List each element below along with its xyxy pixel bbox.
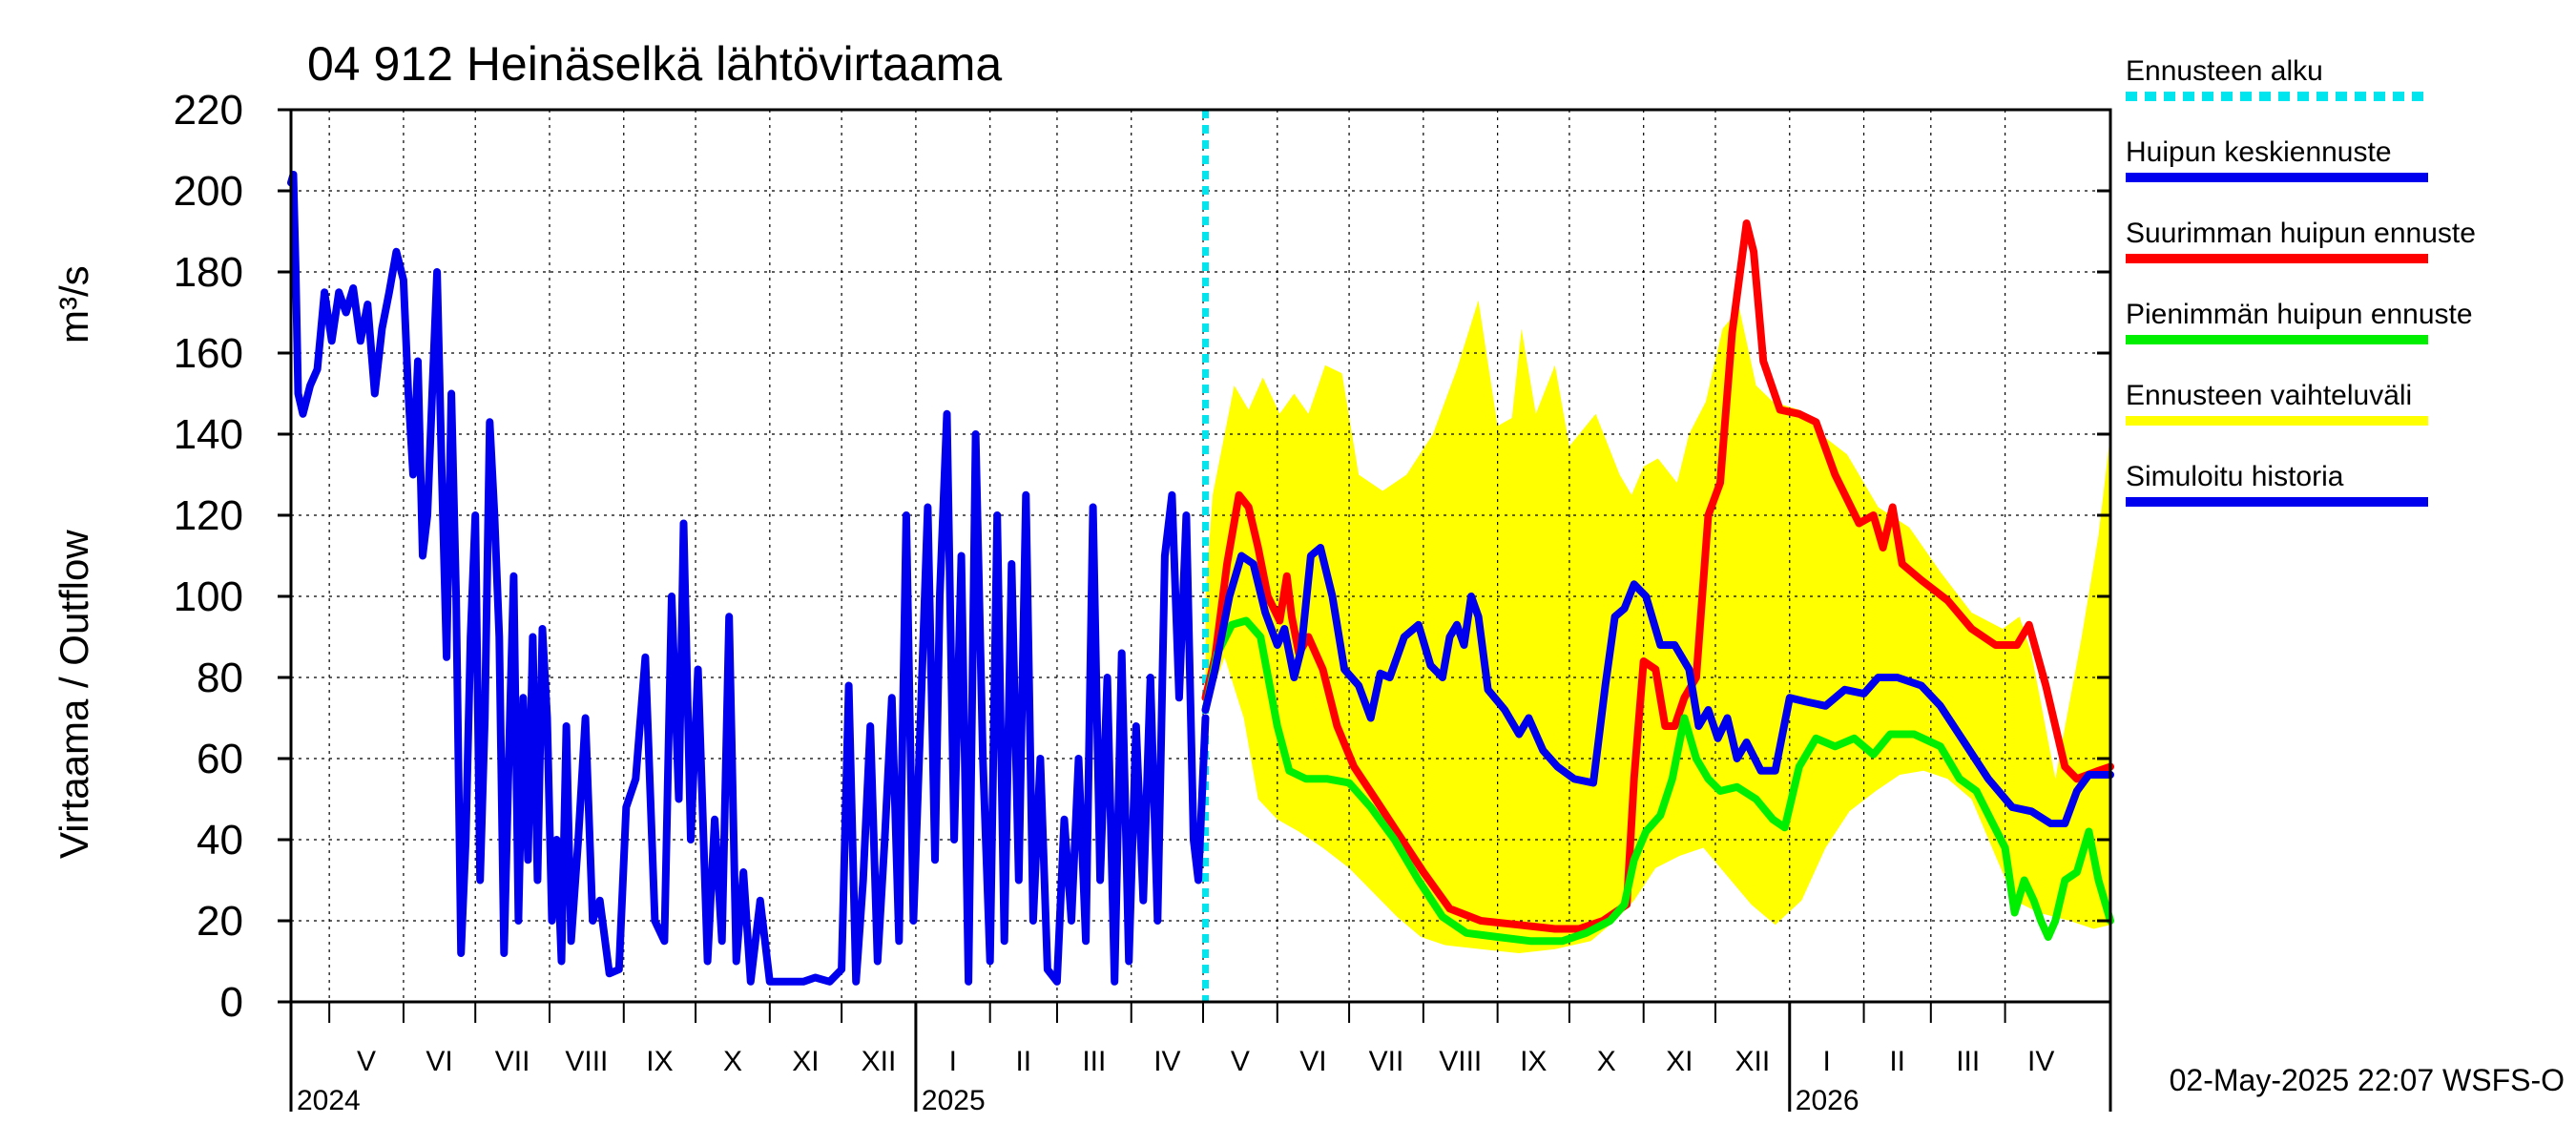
month-label-10: III <box>1082 1046 1106 1077</box>
month-label-14: VII <box>1369 1046 1404 1077</box>
month-label-0: V <box>357 1046 376 1077</box>
month-label-6: XI <box>792 1046 819 1077</box>
month-label-20: I <box>1822 1046 1830 1077</box>
y-tick-label-0: 0 <box>220 979 243 1026</box>
month-label-22: III <box>1956 1046 1980 1077</box>
year-label-2024: 2024 <box>297 1085 361 1116</box>
month-label-15: VIII <box>1439 1046 1482 1077</box>
legend-label-5: Simuloitu historia <box>2126 461 2344 492</box>
month-label-2: VII <box>495 1046 530 1077</box>
plot-frame <box>289 108 2112 1004</box>
y-tick-label-60: 60 <box>197 736 243 782</box>
simulated-history-line <box>287 171 1210 986</box>
month-label-23: IV <box>2027 1046 2054 1077</box>
timestamp-label: 02-May-2025 22:07 WSFS-O <box>2170 1063 2565 1097</box>
month-label-11: IV <box>1153 1046 1180 1077</box>
legend-label-1: Huipun keskiennuste <box>2126 136 2392 168</box>
series-lines <box>287 110 2114 1002</box>
mean-peak-forecast-line <box>1201 544 2114 827</box>
y-axis-label-text: Virtaama / Outflow <box>52 530 96 859</box>
month-label-9: II <box>1015 1046 1031 1077</box>
y-tick-label-180: 180 <box>174 249 243 296</box>
y-tick-label-140: 140 <box>174 411 243 458</box>
year-label-2025: 2025 <box>922 1085 986 1116</box>
y-axis-label-unit: m³/s <box>52 265 96 344</box>
min-peak-forecast-line <box>1201 616 2114 946</box>
month-label-13: VI <box>1299 1046 1326 1077</box>
legend-label-4: Ennusteen vaihteluväli <box>2126 380 2412 411</box>
month-label-1: VI <box>426 1046 452 1077</box>
y-tick-label-80: 80 <box>197 655 243 701</box>
y-axis-label: Virtaama / Outflow m³/s <box>52 265 96 859</box>
month-label-21: II <box>1889 1046 1905 1077</box>
y-tick-label-20: 20 <box>197 898 243 945</box>
y-tick-label-160: 160 <box>174 330 243 377</box>
month-label-16: IX <box>1520 1046 1547 1077</box>
chart-title: 04 912 Heinäselkä lähtövirtaama <box>307 37 1002 91</box>
legend-label-2: Suurimman huipun ennuste <box>2126 218 2476 249</box>
month-label-8: I <box>949 1046 957 1077</box>
month-label-3: VIII <box>565 1046 608 1077</box>
month-label-17: X <box>1597 1046 1616 1077</box>
legend-label-0: Ennusteen alku <box>2126 55 2323 87</box>
legend: Ennusteen alku Huipun keskiennuste Suurimm… <box>2126 55 2476 507</box>
month-label-7: XII <box>862 1046 897 1077</box>
month-label-19: XII <box>1735 1046 1771 1077</box>
y-tick-label-100: 100 <box>174 573 243 620</box>
legend-label-3: Pienimmän huipun ennuste <box>2126 299 2473 330</box>
y-tick-label-40: 40 <box>197 817 243 864</box>
y-tick-label-200: 200 <box>174 168 243 215</box>
month-label-18: XI <box>1666 1046 1693 1077</box>
y-tick-label-220: 220 <box>174 87 243 134</box>
month-label-5: X <box>723 1046 742 1077</box>
y-tick-label-120: 120 <box>174 492 243 539</box>
max-peak-forecast-line <box>1201 219 2114 933</box>
month-label-12: V <box>1231 1046 1250 1077</box>
month-label-4: IX <box>646 1046 673 1077</box>
year-label-2026: 2026 <box>1796 1085 1859 1116</box>
